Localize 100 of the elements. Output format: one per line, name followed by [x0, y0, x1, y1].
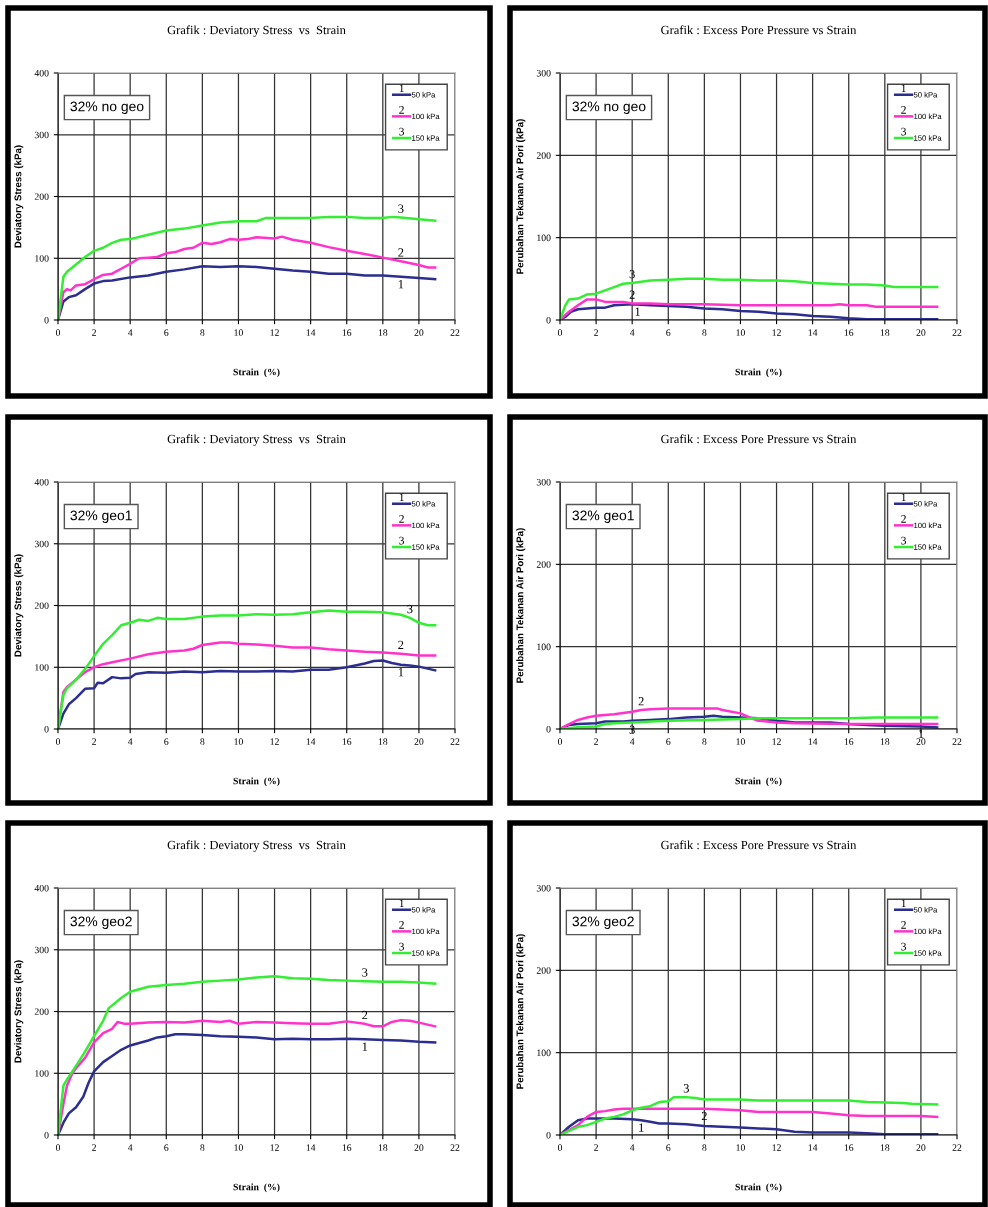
- x-tick-label: 22: [952, 738, 962, 745]
- y-tick-label: 100: [35, 255, 49, 262]
- y-tick-label: 200: [536, 561, 551, 568]
- x-tick-label: 4: [127, 329, 133, 336]
- y-tick-label: 400: [34, 69, 49, 77]
- x-tick-label: 18: [880, 738, 890, 745]
- y-tick-label: 300: [536, 884, 551, 892]
- y-tick-label: 0: [546, 316, 551, 324]
- x-tick-label: 8: [702, 329, 707, 336]
- y-axis-title: Deviatory Stress (kPa): [14, 960, 24, 1063]
- x-tick-label: 12: [772, 329, 781, 336]
- y-tick-label: 0: [44, 725, 49, 733]
- x-axis-title: Strain (%): [735, 1183, 782, 1193]
- annotation: 3: [362, 968, 368, 977]
- y-tick-label: 0: [44, 1131, 49, 1139]
- line-series: [560, 298, 939, 320]
- x-tick-label: 16: [844, 738, 854, 745]
- annotation: 1: [635, 307, 640, 316]
- x-tick-label: 10: [234, 738, 243, 745]
- chart-title: Grafik : Deviatory Stress vs Strain: [167, 840, 346, 852]
- x-tick-label: 22: [450, 738, 460, 745]
- line-series: [58, 975, 437, 1135]
- y-tick-label: 0: [546, 1131, 551, 1139]
- x-axis-title: Strain (%): [233, 368, 280, 378]
- text: 2: [901, 515, 906, 523]
- y-axis-title: Perubahan Tekanan Air Pori (kPa): [516, 528, 526, 683]
- chart-title: Grafik : Excess Pore Pressure vs Strain: [661, 840, 857, 850]
- annotation: 1: [398, 667, 404, 677]
- x-tick-label: 0: [557, 738, 563, 745]
- text: 3: [901, 127, 907, 136]
- y-tick-label: 100: [35, 1070, 49, 1077]
- x-tick-label: 12: [772, 1144, 781, 1151]
- y-axis-title: Perubahan Tekanan Air Pori (kPa): [516, 119, 526, 274]
- chart-title: Grafik : Deviatory Stress vs Strain: [167, 25, 346, 37]
- y-tick-label: 200: [34, 1008, 49, 1015]
- x-tick-label: 14: [306, 738, 316, 745]
- chart-title: Grafik : Excess Pore Pressure vs Strain: [661, 434, 857, 444]
- annotation: 1: [918, 729, 924, 738]
- x-tick-label: 22: [450, 1144, 460, 1151]
- y-tick-label: 0: [44, 316, 49, 324]
- x-tick-label: 2: [92, 329, 96, 336]
- x-tick-label: 16: [342, 329, 352, 336]
- x-tick-label: 4: [629, 329, 635, 336]
- y-tick-label: 400: [34, 884, 49, 892]
- annotation: 2: [398, 640, 404, 649]
- x-axis-title: Strain (%): [233, 777, 280, 787]
- x-tick-label: 12: [270, 329, 279, 336]
- x-tick-label: 6: [164, 329, 169, 336]
- text: 3: [399, 942, 405, 951]
- x-tick-label: 6: [666, 738, 671, 745]
- line-series: [560, 277, 939, 320]
- x-tick-label: 10: [736, 1144, 745, 1151]
- x-tick-label: 4: [629, 1144, 635, 1151]
- x-tick-label: 22: [450, 329, 460, 336]
- x-tick-label: 4: [127, 1144, 133, 1151]
- annotation: 3: [407, 604, 413, 614]
- line-series: [58, 659, 437, 729]
- x-tick-label: 6: [666, 1144, 671, 1151]
- text: 2: [901, 921, 906, 929]
- x-tick-label: 2: [92, 1144, 96, 1151]
- text: 1: [901, 493, 906, 502]
- x-axis-title: Strain (%): [735, 777, 782, 787]
- x-tick-label: 20: [414, 329, 424, 336]
- annotation: 2: [362, 1010, 368, 1020]
- annotation: 32% geo2: [572, 916, 634, 930]
- x-tick-label: 20: [916, 738, 926, 745]
- text: 2: [399, 106, 404, 114]
- x-tick-label: 14: [306, 1144, 316, 1151]
- text: 1: [399, 899, 404, 908]
- annotation: 2: [638, 697, 644, 706]
- y-tick-label: 0: [546, 725, 551, 733]
- y-tick-label: 300: [34, 540, 49, 548]
- x-tick-label: 12: [270, 1144, 279, 1151]
- x-tick-label: 20: [414, 1144, 424, 1151]
- y-axis-title: Deviatory Stress (kPa): [14, 145, 24, 248]
- text: 2: [399, 515, 404, 523]
- annotation: 2: [398, 248, 404, 257]
- y-axis-title: Deviatory Stress (kPa): [14, 554, 24, 657]
- x-tick-label: 2: [92, 738, 96, 745]
- x-tick-label: 18: [880, 329, 890, 336]
- text: 1: [901, 899, 906, 908]
- text: 3: [901, 536, 907, 545]
- x-tick-label: 18: [880, 1144, 890, 1151]
- x-tick-label: 14: [808, 738, 818, 745]
- x-tick-label: 12: [270, 738, 279, 745]
- line-series: [58, 215, 437, 320]
- text: 3: [399, 536, 405, 545]
- y-tick-label: 100: [537, 1049, 551, 1057]
- x-tick-label: 0: [55, 329, 61, 336]
- annotation: 3: [398, 204, 404, 213]
- y-tick-label: 100: [537, 643, 551, 651]
- line-series: [58, 235, 437, 320]
- line-series: [560, 1095, 939, 1135]
- x-tick-label: 2: [594, 1144, 598, 1151]
- y-tick-label: 300: [536, 478, 551, 486]
- annotation: 3: [683, 1084, 689, 1093]
- x-tick-label: 16: [342, 738, 352, 745]
- x-tick-label: 20: [916, 1144, 926, 1151]
- x-tick-label: 0: [557, 329, 563, 336]
- x-tick-label: 14: [808, 329, 818, 336]
